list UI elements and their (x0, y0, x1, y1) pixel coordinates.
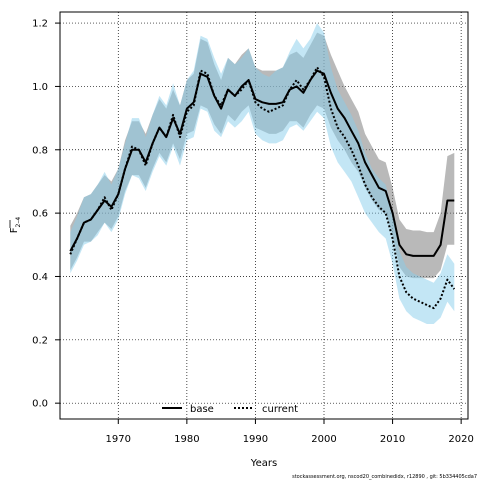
x-tick-label-2000: 2000 (311, 434, 336, 445)
series-line-current (69, 66, 456, 310)
y-tick-label-0.4: 0.4 (32, 272, 48, 283)
legend: base current (162, 404, 298, 415)
y-tick-label-0.2: 0.2 (32, 335, 48, 346)
x-axis: 1970 1980 1990 2000 2010 2020 (106, 419, 474, 445)
x-tick-label-1970: 1970 (106, 434, 131, 445)
x-tick-label-2020: 2020 (448, 434, 473, 445)
y-axis-title-sub: 2–4 (15, 217, 22, 228)
confidence-bands (70, 23, 455, 324)
y-axis-title: F2–4 (9, 217, 22, 234)
x-axis-title: Years (250, 458, 277, 469)
y-tick-label-0.0: 0.0 (32, 399, 48, 410)
y-axis-title-main: F (9, 227, 20, 233)
x-tick-label-1980: 1980 (174, 434, 199, 445)
y-tick-label-0.8: 0.8 (32, 145, 48, 156)
series-line-base (69, 69, 455, 257)
y-tick-label-1.2: 1.2 (32, 19, 48, 30)
y-tick-label-0.6: 0.6 (32, 209, 48, 220)
legend-label-base: base (190, 404, 214, 415)
plot-frame (59, 11, 469, 420)
series-lines (69, 66, 456, 310)
band-current (70, 23, 455, 324)
svg-text:F2–4: F2–4 (9, 217, 22, 234)
legend-label-current: current (262, 404, 298, 415)
x-tick-label-1990: 1990 (243, 434, 268, 445)
footnote: stockassessment.org, nscod20_combinedidx… (292, 474, 477, 480)
y-tick-label-1.0: 1.0 (32, 82, 48, 93)
y-axis: 0.0 0.2 0.4 0.6 0.8 1.0 1.2 (32, 19, 60, 410)
x-tick-label-2010: 2010 (380, 434, 405, 445)
